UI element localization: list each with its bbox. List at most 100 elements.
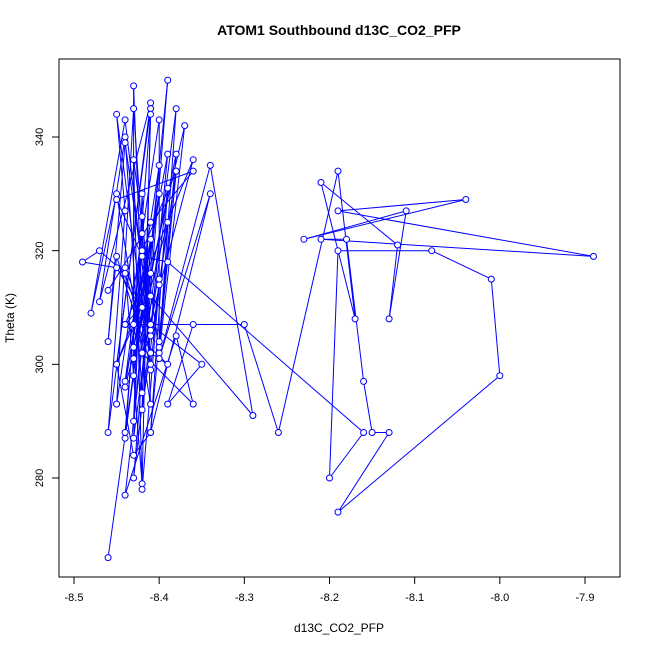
data-point bbox=[155, 161, 163, 169]
series-segment bbox=[99, 136, 126, 302]
data-point bbox=[96, 247, 103, 255]
data-point bbox=[155, 281, 163, 289]
data-point bbox=[130, 372, 138, 380]
data-point bbox=[334, 247, 342, 255]
data-point bbox=[138, 485, 146, 493]
data-point bbox=[164, 218, 172, 226]
data-point bbox=[240, 321, 248, 328]
series-segment bbox=[150, 324, 203, 365]
data-point bbox=[206, 161, 214, 169]
data-point bbox=[147, 429, 155, 436]
data-point bbox=[104, 429, 112, 436]
series-segment bbox=[90, 193, 118, 314]
data-point bbox=[147, 105, 155, 113]
series-segment bbox=[116, 273, 152, 365]
y-tick-label: 340 bbox=[34, 128, 46, 146]
data-point bbox=[113, 360, 121, 368]
data-point bbox=[121, 321, 129, 328]
data-point bbox=[121, 383, 129, 391]
series-segment bbox=[124, 159, 194, 325]
series-segment bbox=[150, 170, 194, 223]
data-point bbox=[104, 554, 112, 562]
series-segment bbox=[107, 142, 126, 342]
data-point bbox=[121, 207, 129, 215]
data-point bbox=[104, 338, 112, 346]
data-point bbox=[274, 429, 282, 436]
data-point bbox=[164, 184, 172, 192]
data-point bbox=[138, 230, 146, 238]
data-point bbox=[155, 343, 163, 351]
data-point bbox=[104, 286, 112, 294]
data-point bbox=[113, 190, 121, 198]
data-point bbox=[385, 315, 393, 323]
series-segment bbox=[158, 165, 211, 359]
data-point bbox=[138, 190, 146, 198]
data-point bbox=[121, 139, 129, 147]
data-point bbox=[147, 332, 155, 340]
data-point bbox=[138, 349, 146, 357]
data-point bbox=[385, 429, 393, 436]
data-point bbox=[147, 269, 155, 277]
series-segment bbox=[329, 432, 365, 479]
data-point bbox=[121, 133, 129, 141]
data-point bbox=[334, 508, 342, 516]
data-point bbox=[249, 412, 257, 419]
data-point bbox=[402, 207, 410, 215]
data-point bbox=[590, 252, 597, 260]
data-point bbox=[317, 179, 325, 186]
x-tick-label: -8.0 bbox=[490, 592, 509, 604]
series-segment bbox=[150, 193, 211, 433]
data-point bbox=[130, 82, 138, 90]
data-point bbox=[147, 349, 155, 357]
data-point bbox=[121, 434, 129, 442]
data-point bbox=[334, 167, 342, 175]
data-point bbox=[164, 150, 172, 158]
series-segment bbox=[388, 210, 407, 319]
series-segment bbox=[116, 170, 194, 200]
x-tick-label: -8.2 bbox=[320, 592, 339, 604]
data-point bbox=[351, 315, 359, 323]
series-segment bbox=[124, 165, 160, 388]
data-point bbox=[428, 247, 436, 255]
data-point bbox=[487, 275, 495, 283]
data-point bbox=[121, 377, 129, 385]
data-point bbox=[360, 377, 368, 385]
series-segment bbox=[167, 363, 203, 405]
data-point bbox=[147, 366, 155, 374]
y-axis: 280 300 320 340 bbox=[34, 128, 60, 487]
data-point bbox=[138, 247, 146, 255]
series-segment bbox=[175, 335, 194, 405]
series-segment bbox=[141, 255, 168, 263]
series-segment bbox=[124, 142, 152, 325]
data-point bbox=[206, 190, 214, 198]
data-point bbox=[113, 110, 121, 118]
y-axis-label: Theta (K) bbox=[3, 293, 17, 343]
data-point bbox=[155, 355, 163, 363]
data-point bbox=[113, 252, 121, 260]
data-point bbox=[121, 269, 129, 277]
data-point bbox=[172, 332, 180, 340]
series-segment bbox=[116, 119, 160, 405]
series-segment bbox=[346, 239, 365, 382]
data-point bbox=[147, 235, 155, 243]
data-point bbox=[164, 360, 172, 368]
x-tick-label: -7.9 bbox=[576, 592, 595, 604]
data-point bbox=[368, 429, 376, 436]
series-segment bbox=[150, 295, 254, 416]
data-point bbox=[130, 417, 138, 425]
series-segment bbox=[141, 284, 160, 490]
data-point bbox=[334, 207, 342, 215]
data-point bbox=[138, 213, 146, 221]
series-segment bbox=[243, 324, 279, 433]
data-point bbox=[79, 258, 86, 266]
series-segment bbox=[320, 238, 594, 257]
data-point bbox=[147, 321, 155, 328]
data-point bbox=[130, 451, 138, 459]
data-point bbox=[121, 264, 129, 272]
data-point bbox=[138, 406, 146, 414]
series-segment bbox=[329, 250, 339, 479]
data-point bbox=[138, 252, 146, 260]
data-point bbox=[172, 105, 180, 113]
data-point bbox=[496, 372, 504, 380]
